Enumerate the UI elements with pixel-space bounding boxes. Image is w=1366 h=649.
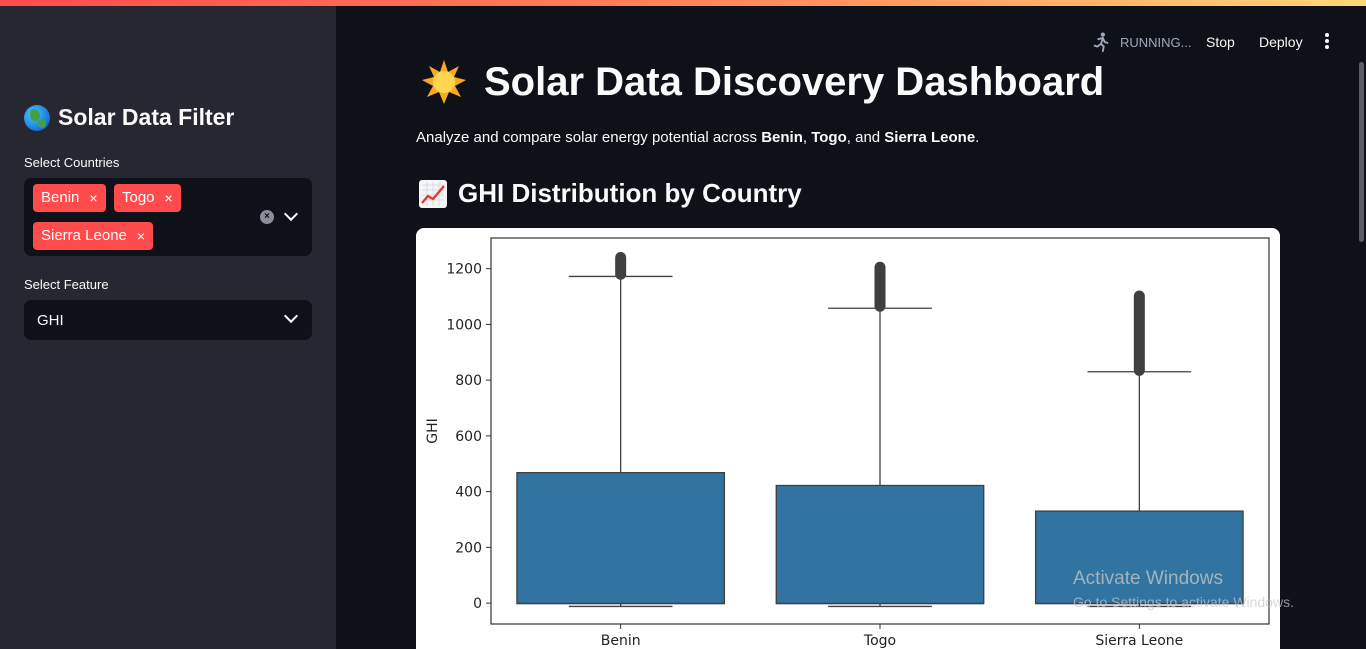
box-iqr <box>1034 510 1244 605</box>
sun-icon <box>422 60 466 104</box>
deploy-button[interactable]: Deploy <box>1259 30 1303 54</box>
feature-label: Select Feature <box>24 277 109 292</box>
deploy-button-label: Deploy <box>1259 34 1303 50</box>
country-tag-togo: Togo × <box>114 184 181 212</box>
feature-select[interactable]: GHI <box>24 300 312 340</box>
running-status-text: RUNNING... <box>1120 34 1192 50</box>
y-tick-label: 600 <box>455 429 482 445</box>
country-tag-benin: Benin × <box>33 184 106 212</box>
sidebar-title-text: Solar Data Filter <box>58 104 235 130</box>
running-person-icon <box>1093 32 1109 53</box>
running-status: RUNNING... <box>1090 31 1192 53</box>
stop-button-label: Stop <box>1206 34 1235 50</box>
windows-watermark-title: Activate Windows <box>1073 568 1223 589</box>
remove-tag-icon[interactable]: × <box>136 228 146 244</box>
y-tick-label: 1000 <box>446 317 482 333</box>
windows-watermark-subtitle: Go to Settings to activate Windows. <box>1073 594 1294 610</box>
country-tag-label: Benin <box>41 189 80 206</box>
intro-country: Benin <box>761 129 803 146</box>
box-iqr <box>775 484 985 605</box>
intro-text: Analyze and compare solar energy potenti… <box>416 129 979 146</box>
globe-icon <box>24 104 50 131</box>
y-tick-label: 200 <box>455 540 482 556</box>
remove-tag-icon[interactable]: × <box>164 190 173 206</box>
y-tick-label: 400 <box>455 485 482 501</box>
intro-prefix: Analyze and compare solar energy potenti… <box>416 129 762 146</box>
section-title-text: GHI Distribution by Country <box>458 178 802 208</box>
x-tick-label: Sierra Leone <box>1095 633 1183 649</box>
box-iqr <box>516 472 726 605</box>
y-tick-label: 0 <box>473 596 482 612</box>
sidebar: Solar Data Filter Select Countries Benin… <box>0 6 336 649</box>
clear-all-icon[interactable]: × <box>260 210 274 224</box>
country-tag-label: Sierra Leone <box>41 227 127 244</box>
y-tick-label: 1200 <box>446 262 482 278</box>
x-tick-label: Togo <box>863 633 896 649</box>
page-title: Solar Data Discovery Dashboard <box>420 58 1104 106</box>
sidebar-title: Solar Data Filter <box>24 104 234 131</box>
ghi-boxplot: 0 200 400 600 800 1000 1200 GHI Benin Togo Sierra … <box>416 228 1280 649</box>
countries-label: Select Countries <box>24 155 120 170</box>
y-tick-label: 800 <box>455 373 482 389</box>
chart-increasing-icon <box>419 179 447 208</box>
intro-country: Togo <box>811 129 847 146</box>
chevron-down-icon[interactable] <box>283 308 299 324</box>
main-menu-icon[interactable] <box>1325 33 1329 49</box>
y-axis-label: GHI <box>425 418 441 444</box>
intro-country: Sierra Leone <box>884 129 976 146</box>
country-tag-sierra-leone: Sierra Leone × <box>33 222 154 250</box>
country-tag-label: Togo <box>122 189 155 206</box>
intro-separator: , and <box>846 129 885 146</box>
intro-suffix: . <box>975 129 980 146</box>
page-title-text: Solar Data Discovery Dashboard <box>484 59 1105 104</box>
intro-separator: , <box>802 129 812 146</box>
section-title: GHI Distribution by Country <box>418 178 802 209</box>
scrollbar[interactable] <box>1359 62 1364 242</box>
countries-multiselect[interactable]: Benin × Togo × Sierra Leone × × <box>24 178 312 256</box>
feature-select-value: GHI <box>37 312 64 329</box>
chevron-down-icon[interactable] <box>283 206 299 222</box>
ghi-boxplot-svg: 0 200 400 600 800 1000 1200 GHI Benin Togo Sierra … <box>425 237 1270 649</box>
header-decoration <box>0 0 1366 6</box>
remove-tag-icon[interactable]: × <box>89 190 98 206</box>
stop-button[interactable]: Stop <box>1206 30 1235 54</box>
x-tick-label: Benin <box>601 633 641 649</box>
